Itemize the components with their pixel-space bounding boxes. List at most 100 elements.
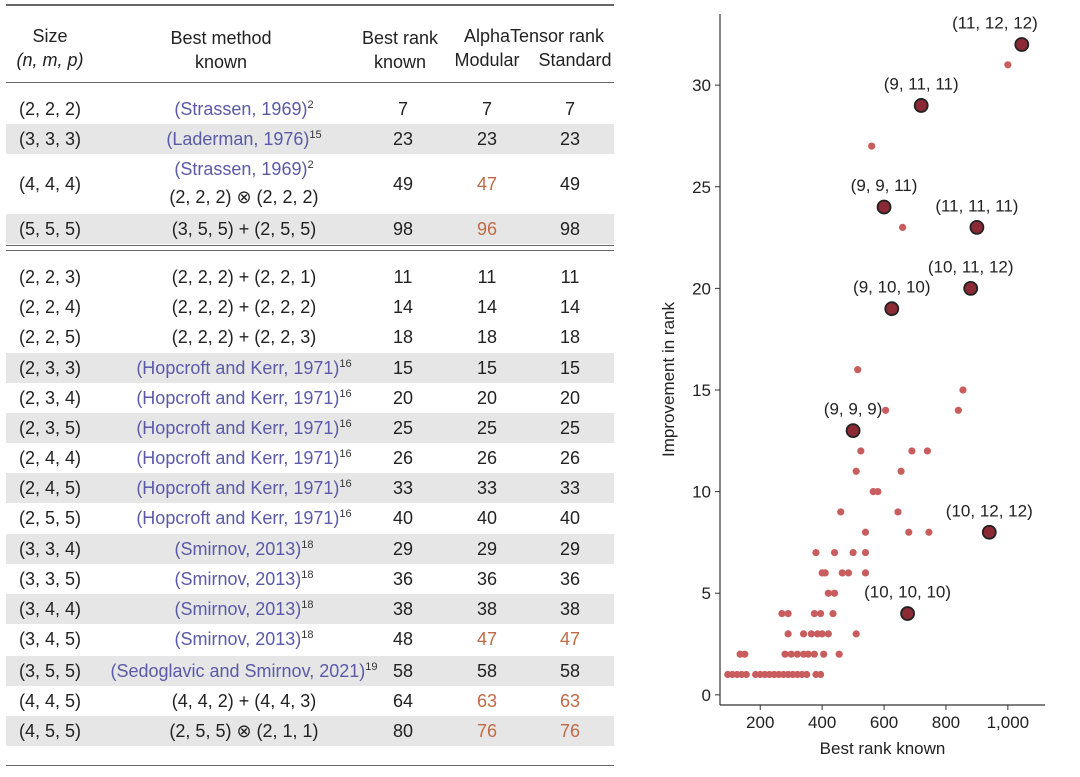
- row-size: (2, 3, 5): [18, 418, 82, 438]
- row-standard-rank: 23: [559, 129, 581, 149]
- citation-superscript: 18: [301, 539, 314, 551]
- labeled-data-point: [1014, 37, 1030, 52]
- y-ticks: 0 5 10 15 20 25 30: [692, 76, 720, 705]
- row-size: (3, 4, 4): [18, 599, 82, 619]
- x-axis-label: Best rank known: [820, 739, 946, 758]
- row-modular-rank: 96: [476, 219, 498, 239]
- data-point: [793, 650, 801, 658]
- row-shading: [6, 656, 614, 686]
- x-tick-label: 800: [932, 713, 960, 732]
- data-point: [923, 447, 931, 455]
- row-standard-rank: 14: [559, 297, 581, 317]
- row-standard-rank: 36: [559, 569, 581, 589]
- header-rule: [6, 82, 614, 83]
- method-text: (3, 5, 5) + (2, 5, 5): [171, 219, 317, 239]
- scatter-chart-svg: 0 5 10 15 20 25 30 200 400 600 800 1,000 (11, 12, …: [659, 13, 1045, 758]
- data-point: [908, 447, 916, 455]
- row-method: (Hopcroft and Kerr, 1971)16: [98, 357, 390, 379]
- data-points: [724, 61, 1012, 679]
- header-size: Size (n, m, p): [6, 24, 94, 72]
- row-standard-rank: 7: [564, 99, 575, 119]
- row-best-rank: 38: [392, 599, 414, 619]
- header-size-dims: (n, m, p): [16, 50, 84, 70]
- data-point: [784, 609, 792, 618]
- row-size: (3, 3, 5): [18, 569, 82, 589]
- row-modular-rank: 26: [476, 448, 498, 468]
- y-tick-label: 25: [692, 178, 711, 197]
- data-point: [778, 609, 786, 618]
- row-size: (5, 5, 5): [18, 219, 82, 239]
- header-modular: Modular: [454, 50, 520, 70]
- row-method: (Strassen, 1969)2: [98, 98, 390, 120]
- header-method: Best method known: [126, 26, 316, 74]
- row-best-rank: 49: [392, 174, 414, 194]
- row-shading: [6, 594, 614, 624]
- row-standard-rank: 98: [559, 219, 581, 239]
- method-text: (Hopcroft and Kerr, 1971): [136, 388, 340, 408]
- header-best-rank-label: Best rank: [361, 28, 439, 48]
- row-standard-rank: 40: [559, 508, 581, 528]
- header-method-label: Best method: [170, 28, 272, 48]
- row-shading: [6, 534, 614, 564]
- row-method: (Hopcroft and Kerr, 1971)16: [98, 477, 390, 499]
- row-method: (Smirnov, 2013)18: [98, 628, 390, 650]
- citation-superscript: 18: [301, 629, 314, 641]
- point-label: (9, 11, 11): [884, 74, 959, 93]
- row-size: (4, 5, 5): [18, 721, 82, 741]
- citation-superscript: 16: [339, 508, 352, 520]
- x-tick-label: 200: [746, 713, 774, 732]
- data-point: [816, 609, 825, 618]
- method-text: (Strassen, 1969): [174, 99, 308, 119]
- row-size: (2, 2, 5): [18, 327, 82, 347]
- row-modular-rank: 7: [481, 99, 492, 119]
- row-size: (3, 4, 5): [18, 629, 82, 649]
- row-best-rank: 58: [392, 661, 414, 681]
- row-size: (3, 3, 3): [18, 129, 82, 149]
- row-method: (Strassen, 1969)2: [98, 158, 390, 180]
- table-top-rule: [6, 4, 614, 6]
- row-modular-rank: 33: [476, 478, 498, 498]
- row-standard-rank: 11: [560, 267, 580, 287]
- data-point: [821, 569, 829, 577]
- y-tick-label: 30: [692, 76, 711, 95]
- row-best-rank: 18: [392, 327, 414, 347]
- row-modular-rank: 18: [476, 327, 498, 347]
- point-label: (11, 11, 11): [935, 196, 1018, 215]
- method-text: (Sedoglavic and Smirnov, 2021): [110, 661, 366, 681]
- data-point: [810, 609, 819, 618]
- method-text: (Hopcroft and Kerr, 1971): [136, 478, 340, 498]
- row-best-rank: 11: [393, 267, 413, 287]
- row-size: (2, 4, 5): [18, 478, 82, 498]
- data-point: [741, 650, 749, 658]
- row-shading: [6, 716, 614, 746]
- y-axis-label: Improvement in rank: [659, 302, 678, 457]
- method-text: (2, 2, 2) + (2, 2, 3): [171, 327, 317, 347]
- row-best-rank: 40: [392, 508, 414, 528]
- row-standard-rank: 29: [559, 539, 581, 559]
- row-best-rank: 29: [392, 539, 414, 559]
- row-best-rank: 15: [392, 358, 414, 378]
- row-size: (4, 4, 5): [18, 691, 82, 711]
- data-point: [861, 548, 870, 557]
- row-size: (2, 5, 5): [18, 508, 82, 528]
- row-standard-rank: 25: [559, 418, 581, 438]
- row-size: (4, 4, 4): [18, 174, 82, 194]
- data-point: [829, 609, 837, 618]
- data-point: [803, 670, 811, 679]
- x-ticks: 200 400 600 800 1,000: [746, 705, 1029, 732]
- point-label: (11, 12, 12): [952, 13, 1038, 32]
- row-modular-rank: 76: [476, 721, 498, 741]
- row-shading: [6, 214, 614, 244]
- x-tick-label: 1,000: [987, 713, 1030, 732]
- row-method: (Sedoglavic and Smirnov, 2021)19: [98, 660, 390, 682]
- labeled-data-point: [876, 199, 892, 215]
- method-text: (Strassen, 1969): [174, 159, 308, 179]
- table-bottom-rule: [6, 765, 614, 766]
- row-method: (Hopcroft and Kerr, 1971)16: [98, 507, 390, 529]
- row-standard-rank: 18: [559, 327, 581, 347]
- method-text: (Laderman, 1976): [166, 129, 310, 149]
- data-point: [852, 467, 860, 475]
- row-method: (Hopcroft and Kerr, 1971)16: [98, 447, 390, 469]
- row-best-rank: 98: [392, 219, 414, 239]
- data-point: [861, 569, 870, 577]
